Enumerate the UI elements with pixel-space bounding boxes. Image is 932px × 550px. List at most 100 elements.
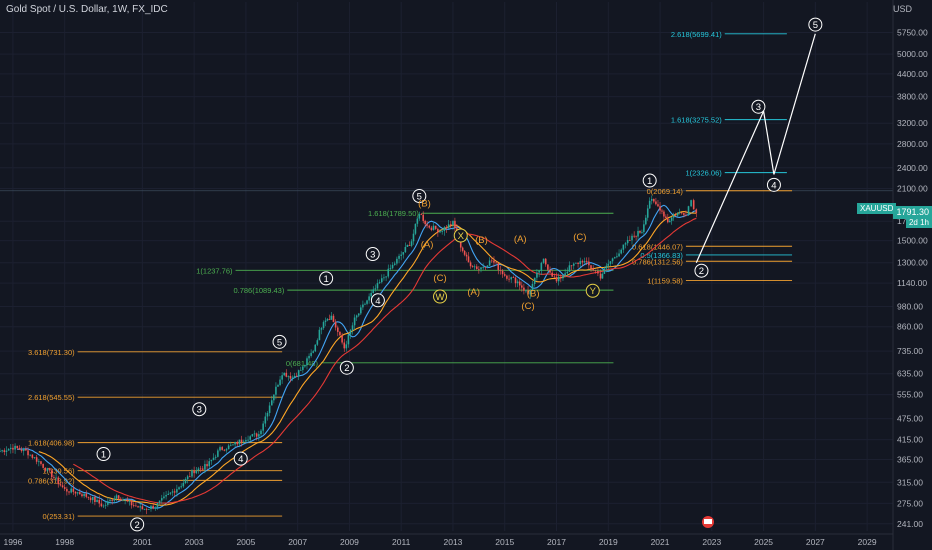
candle-body [3, 450, 6, 452]
wave-label-circle [272, 334, 287, 349]
candle-body [0, 451, 1, 453]
candle-body [304, 365, 306, 367]
y-tick-label: 635.00 [897, 369, 923, 379]
candle-body [687, 206, 690, 216]
candle-body [349, 330, 352, 335]
candle-body [22, 449, 25, 452]
wave-labels: 1 2 3 4 5 1 2 3 4 5 1 2 3 4 5 (A) (B) (C) W X (A) (B) (C) (A) (B… [96, 17, 823, 532]
y-tick-label: 4400.00 [897, 69, 928, 79]
candle-body [685, 214, 687, 216]
x-tick-label: 2025 [754, 537, 773, 547]
candle-body [380, 278, 383, 283]
candle-body [322, 322, 325, 329]
candle-body [501, 270, 504, 275]
fib-level-label: 1(1159.58) [647, 276, 683, 285]
candle-body [609, 261, 612, 264]
candle-body [599, 273, 602, 279]
wave-projection [695, 33, 816, 263]
wave-label-circle [339, 360, 354, 375]
wave-label-circle [453, 228, 468, 243]
event-flag-icon[interactable] [702, 516, 714, 528]
candle-body [465, 254, 468, 257]
wave-label-circle [808, 17, 823, 32]
candle-body [33, 457, 36, 459]
candle-body [670, 217, 673, 221]
candle-body [61, 485, 64, 488]
candle-body [529, 290, 532, 295]
candle-body [85, 493, 88, 497]
candle-body [484, 266, 487, 268]
candle-body [568, 265, 571, 272]
candle-body [324, 320, 327, 323]
price-axis[interactable]: 241.00 275.00 315.00 365.00 415.00 475.00 555.… [892, 0, 928, 550]
candle-body [255, 433, 258, 437]
candle-body [657, 204, 659, 207]
candle-body [631, 235, 633, 241]
candle-body [130, 500, 133, 506]
wave-label-circle [370, 293, 385, 308]
price-candles [0, 195, 698, 515]
candle-body [641, 231, 643, 233]
candle-body [266, 412, 269, 417]
candle-body [195, 470, 198, 474]
candle-body [132, 505, 135, 507]
candle-body [139, 506, 142, 508]
wave-label: 5 [813, 20, 818, 31]
candle-body [229, 444, 232, 446]
candle-body [210, 459, 213, 462]
candle-body [76, 492, 79, 494]
candle-body [40, 461, 42, 464]
candle-body [418, 214, 421, 219]
candle-body [585, 261, 588, 262]
candle-body [514, 277, 517, 284]
symbol-tag[interactable]: XAUUSD [857, 203, 897, 214]
candle-body [236, 442, 239, 445]
candle-body [20, 449, 23, 452]
candle-body [314, 344, 317, 352]
candle-body [461, 247, 464, 251]
candle-body [629, 240, 631, 241]
wave-label: (C) [433, 273, 446, 284]
candle-body [439, 231, 441, 233]
candle-body [370, 292, 372, 297]
candle-body [289, 375, 292, 379]
candle-body [204, 464, 206, 470]
candle-body [178, 487, 180, 490]
fib-level-label: 0.5(1366.83) [640, 251, 683, 260]
wave-label: 1 [647, 176, 652, 187]
fib-level-label: 1.618(3275.52) [671, 116, 722, 125]
candle-body [156, 502, 159, 508]
candle-body [283, 372, 286, 376]
candle-body [590, 265, 592, 269]
candle-body [493, 260, 495, 263]
candle-body [163, 496, 165, 499]
candle-body [488, 260, 491, 266]
candle-body [38, 461, 40, 463]
candle-body [428, 225, 431, 228]
wave-label: 4 [375, 296, 380, 307]
candle-body [404, 246, 407, 253]
candle-body [345, 344, 348, 349]
candle-body [279, 379, 281, 386]
last-price-tag[interactable]: 1791.30 [893, 206, 932, 220]
currency-label: USD [892, 4, 912, 14]
fib-level-label: 2.618(5699.41) [671, 30, 722, 39]
candle-body [5, 450, 8, 452]
candle-body [486, 265, 489, 268]
fib-level-label: 0.786(1089.43) [233, 286, 284, 295]
candle-body [339, 331, 341, 336]
candle-body [376, 283, 379, 289]
candle-body [572, 263, 575, 266]
fib-level-label: 3.618(731.30) [28, 348, 75, 357]
y-tick-label: 980.00 [897, 302, 923, 312]
candle-body [389, 268, 392, 270]
candle-body [420, 214, 423, 216]
y-tick-label: 365.00 [897, 454, 923, 464]
candle-body [107, 501, 109, 505]
candle-body [510, 277, 513, 280]
candle-body [137, 506, 139, 508]
time-axis[interactable]: 1996 1998 2001 2003 2005 2007 2009 2011 2013 2015… [0, 533, 893, 547]
candle-body [12, 447, 14, 450]
candle-body [328, 319, 331, 320]
